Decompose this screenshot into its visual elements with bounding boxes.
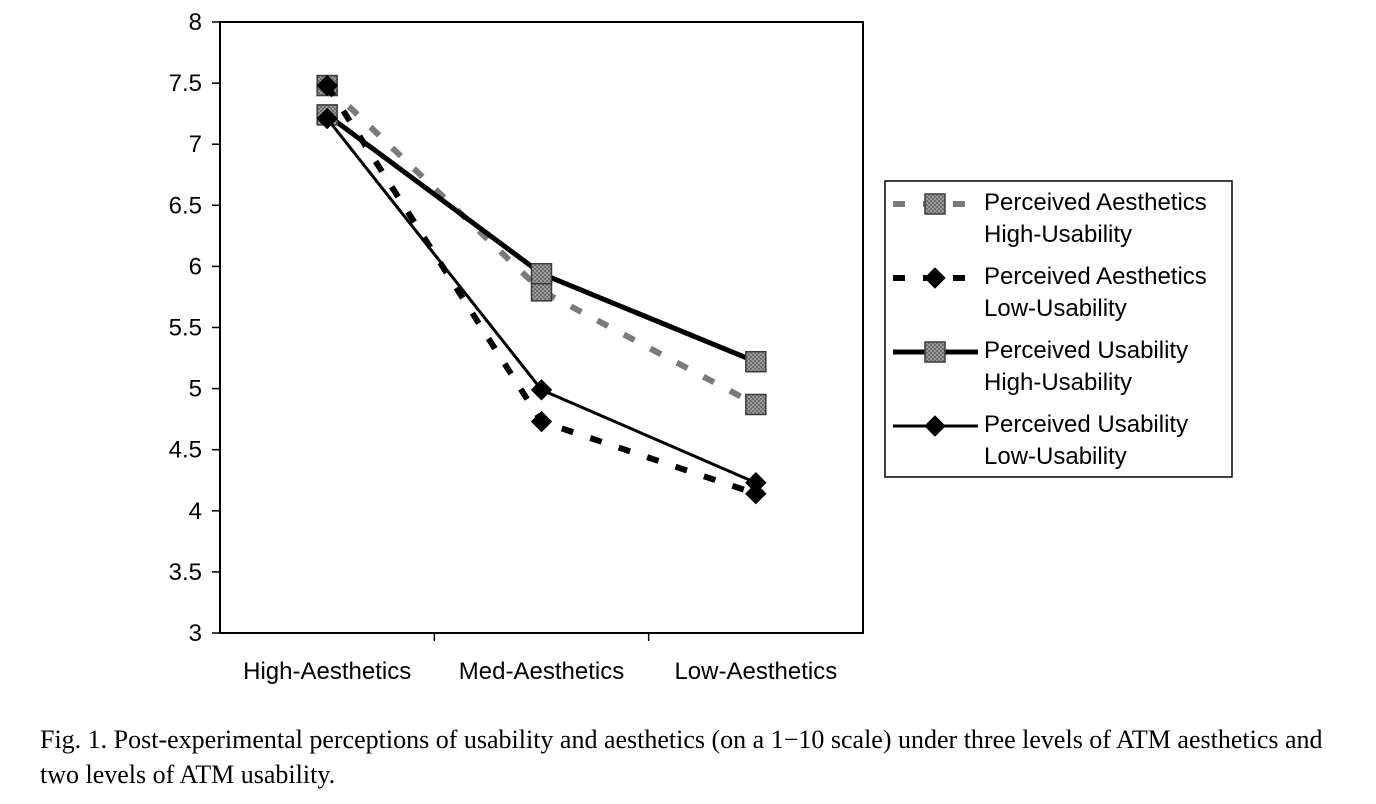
series-1 — [316, 74, 767, 416]
data-point-marker — [316, 74, 338, 97]
legend-item: Perceived Aesthetics High-Usability — [893, 189, 1207, 248]
y-tick-label: 4.5 — [169, 437, 202, 464]
data-point-marker — [745, 482, 767, 505]
y-axis: 3 3.5 4 4.5 5 5.5 6 6.5 7 7.5 8 — [169, 9, 220, 647]
legend-label-line1: Perceived Aesthetics — [984, 263, 1207, 290]
legend-label-line2: High-Usability — [984, 369, 1132, 396]
legend-label-line1: Perceived Aesthetics — [984, 189, 1207, 216]
legend: Perceived AestheticsHigh-UsabilityPercei… — [884, 180, 1233, 478]
data-point-marker — [745, 350, 767, 373]
y-tick-label: 7 — [189, 131, 202, 158]
y-tick-label: 7.5 — [169, 70, 202, 97]
data-point-marker — [530, 262, 553, 285]
data-point-marker — [530, 379, 553, 401]
legend-marker — [924, 341, 946, 363]
y-tick-label: 8 — [189, 9, 202, 36]
series-layer — [316, 74, 767, 505]
legend-label-line2: Low-Usability — [984, 443, 1127, 470]
series-line — [325, 112, 757, 365]
legend-label-line1: Perceived Usability — [984, 337, 1188, 364]
legend-marker — [924, 415, 946, 437]
y-tick-label: 3.5 — [169, 559, 202, 586]
legend-item: Perceived Usability High-Usability — [893, 337, 1188, 396]
data-point-marker — [316, 107, 338, 130]
y-tick-label: 6 — [189, 253, 202, 280]
figure-caption: Fig. 1. Post-experimental perceptions of… — [40, 725, 1323, 789]
legend-label-line2: High-Usability — [984, 221, 1132, 248]
series-line — [325, 83, 758, 408]
y-tick-label: 4 — [189, 498, 202, 525]
line-chart: 3 3.5 4 4.5 5 5.5 6 6.5 7 7.5 8 High-Aesthetics Med… — [169, 9, 1233, 685]
y-tick-label: 5.5 — [169, 315, 202, 342]
x-category-label: Med-Aesthetics — [459, 658, 624, 685]
legend-label-line2: Low-Usability — [984, 295, 1127, 322]
legend-label-line1: Perceived Usability — [984, 411, 1188, 438]
series-2 — [316, 74, 767, 505]
y-tick-label: 5 — [189, 376, 202, 403]
data-point-marker — [745, 393, 767, 416]
data-point-marker — [530, 410, 553, 433]
data-point-marker — [745, 471, 767, 494]
x-category-label: Low-Aesthetics — [674, 658, 837, 685]
series-4 — [316, 107, 767, 494]
y-tick-label: 3 — [189, 620, 202, 647]
legend-marker — [924, 267, 946, 289]
series-3 — [316, 104, 767, 373]
legend-marker — [924, 193, 946, 215]
x-axis: High-Aesthetics Med-Aesthetics Low-Aesthet… — [243, 633, 837, 685]
legend-item: Perceived Aesthetics Low-Usability — [893, 263, 1207, 322]
legend-item: Perceived Usability Low-Usability — [893, 411, 1188, 470]
y-tick-label: 6.5 — [169, 192, 202, 219]
x-category-label: High-Aesthetics — [243, 658, 411, 685]
